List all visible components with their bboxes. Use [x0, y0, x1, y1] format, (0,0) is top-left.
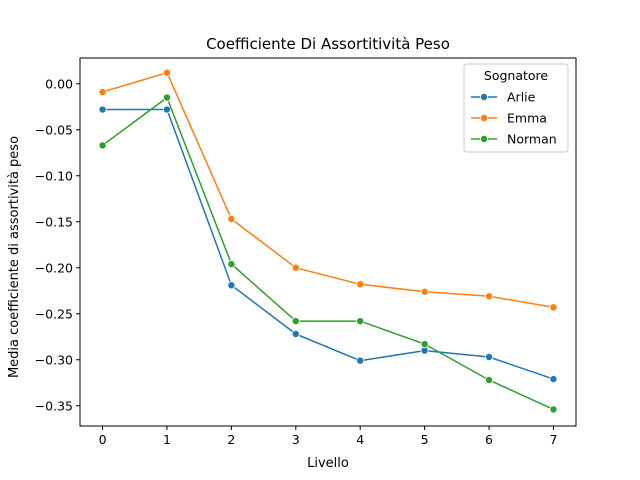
- data-point-arlie: [485, 352, 494, 361]
- y-tick-label: −0.35: [35, 398, 73, 413]
- data-point-emma: [485, 292, 494, 301]
- axes-frame: [79, 57, 577, 427]
- legend-label-norman: Norman: [507, 132, 557, 147]
- x-tick-label: 2: [227, 432, 235, 447]
- y-tick-label: −0.05: [35, 122, 73, 137]
- data-point-arlie: [162, 105, 171, 114]
- x-tick-label: 3: [292, 432, 300, 447]
- data-point-arlie: [291, 329, 300, 338]
- series-line-emma: [102, 71, 554, 309]
- legend-marker-norman: [479, 134, 488, 143]
- legend-box: [463, 63, 569, 153]
- data-point-emma: [98, 88, 107, 97]
- legend-title: Sognatore: [484, 68, 549, 83]
- y-tick-label: −0.30: [35, 352, 73, 367]
- data-point-arlie: [549, 375, 558, 384]
- legend-label-arlie: Arlie: [507, 90, 536, 105]
- series-line-arlie: [102, 108, 554, 380]
- data-point-emma: [227, 214, 236, 223]
- series-line-norman: [102, 96, 554, 411]
- y-tick-label: −0.10: [35, 168, 73, 183]
- legend-marker-arlie: [479, 93, 488, 102]
- x-tick-label: 7: [549, 432, 557, 447]
- x-tick-label: 6: [485, 432, 493, 447]
- data-point-emma: [549, 303, 558, 312]
- data-point-norman: [356, 317, 365, 326]
- y-tick-label: −0.25: [35, 306, 73, 321]
- x-tick-label: 4: [356, 432, 364, 447]
- legend-label-emma: Emma: [507, 111, 547, 126]
- data-point-emma: [291, 263, 300, 272]
- x-tick-label: 0: [99, 432, 107, 447]
- data-point-norman: [98, 141, 107, 150]
- data-point-norman: [485, 375, 494, 384]
- x-tick-label: 1: [163, 432, 171, 447]
- data-point-norman: [291, 317, 300, 326]
- x-axis-label: Livello: [307, 456, 349, 471]
- data-point-norman: [162, 93, 171, 102]
- legend: Sognatore Arlie Emma Norman: [463, 63, 569, 153]
- legend-items: Arlie Emma Norman: [471, 90, 557, 147]
- y-tick-label: −0.15: [35, 214, 73, 229]
- x-tick-label: 5: [421, 432, 429, 447]
- data-point-arlie: [227, 281, 236, 290]
- data-point-emma: [420, 287, 429, 296]
- plot-area: [79, 57, 577, 427]
- x-axis-ticks: 0 1 2 3 4 5 6 7: [99, 426, 557, 447]
- data-point-emma: [162, 68, 171, 77]
- data-point-arlie: [98, 105, 107, 114]
- data-point-norman: [549, 405, 558, 414]
- legend-marker-emma: [479, 114, 488, 123]
- data-point-norman: [227, 260, 236, 269]
- chart-title: Coefficiente Di Assortitività Peso: [206, 35, 450, 53]
- series-layer: [98, 68, 558, 414]
- data-point-arlie: [356, 356, 365, 365]
- y-axis-ticks: 0.00 −0.05 −0.10 −0.15 −0.20 −0.25 −0.30 −0.35: [35, 76, 80, 413]
- y-tick-label: 0.00: [45, 76, 73, 91]
- data-point-emma: [356, 280, 365, 289]
- y-tick-label: −0.20: [35, 260, 73, 275]
- data-point-norman: [420, 340, 429, 349]
- y-axis-label: Media coefficiente di assortività peso: [7, 136, 22, 378]
